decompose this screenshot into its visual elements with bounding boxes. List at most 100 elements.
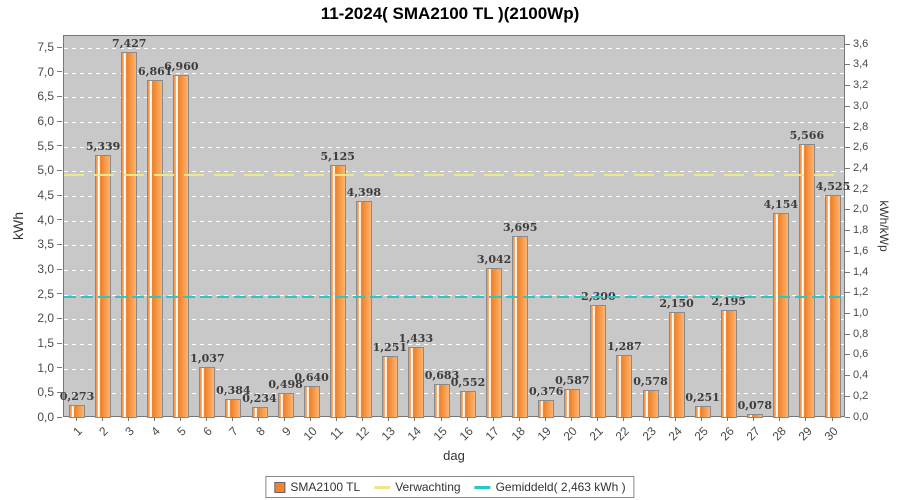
left-axis-tick xyxy=(57,317,62,319)
left-axis-tick-label: 0,0 xyxy=(37,410,54,424)
x-axis-tick xyxy=(362,417,364,421)
right-axis-tick-label: 0,2 xyxy=(853,389,869,402)
x-axis-tick xyxy=(675,417,677,421)
left-axis-tick xyxy=(57,95,62,97)
left-axis-tick-label: 3,5 xyxy=(37,237,54,252)
right-axis-tick-label: 3,2 xyxy=(853,79,869,92)
gridline xyxy=(64,368,844,370)
x-axis-tick xyxy=(231,417,233,421)
bar-value-label: 0,578 xyxy=(633,374,668,388)
x-axis-tick xyxy=(831,417,833,421)
legend-item: Verwachting xyxy=(374,480,461,494)
gridline xyxy=(64,270,844,271)
x-axis-tick xyxy=(701,417,703,421)
x-axis-tick xyxy=(153,417,155,421)
bar xyxy=(616,354,633,418)
bar xyxy=(746,414,763,418)
right-axis-tick xyxy=(845,147,850,149)
bar xyxy=(825,194,841,418)
x-axis-tick xyxy=(310,417,312,421)
bar xyxy=(486,268,503,418)
bar xyxy=(173,74,190,418)
left-axis-tick-label: 7,0 xyxy=(37,64,54,79)
right-axis-tick xyxy=(845,188,850,190)
right-axis-tick xyxy=(845,230,850,232)
left-axis-tick xyxy=(57,293,62,295)
bar-value-label: 2,150 xyxy=(659,297,694,310)
right-axis-tick xyxy=(845,312,850,314)
right-axis-tick xyxy=(845,395,850,397)
x-axis-tick xyxy=(518,417,520,421)
gridline xyxy=(64,97,844,99)
legend-label: SMA2100 TL xyxy=(290,480,361,494)
right-axis-tick xyxy=(845,167,850,169)
right-axis-tick xyxy=(845,105,850,107)
bar xyxy=(407,347,424,418)
bar-value-label: 0,384 xyxy=(216,384,251,398)
right-axis-tick-label: 0,6 xyxy=(853,348,869,361)
left-axis-tick-label: 5,5 xyxy=(37,138,54,153)
left-axis-tick xyxy=(57,243,62,245)
left-axis-tick xyxy=(57,391,62,393)
bar xyxy=(720,309,737,418)
x-axis-tick xyxy=(492,417,494,421)
bar-value-label: 0,234 xyxy=(242,391,277,405)
left-axis-tick-label: 3,0 xyxy=(37,262,54,276)
left-axis-tick-label: 2,5 xyxy=(37,286,54,301)
left-axis-tick xyxy=(57,145,62,147)
left-axis-tick-label: 6,5 xyxy=(37,89,54,104)
legend-item: Gemiddeld( 2,463 kWh ) xyxy=(474,480,626,494)
bar-value-label: 0,273 xyxy=(59,389,95,403)
verwachting-line xyxy=(64,173,844,176)
right-axis-tick-label: 1,8 xyxy=(853,224,869,237)
right-axis-tick-label: 0,4 xyxy=(853,369,869,382)
left-axis-tick xyxy=(57,367,62,369)
gridline xyxy=(64,319,844,321)
x-axis-tick xyxy=(466,417,468,421)
legend-item: SMA2100 TL xyxy=(274,480,360,494)
bar-value-label: 6,861 xyxy=(137,64,173,78)
right-axis-tick xyxy=(845,354,850,356)
gridline xyxy=(64,196,844,198)
gemiddeld-line xyxy=(64,295,844,298)
gridline xyxy=(64,171,844,173)
bar-value-label: 5,125 xyxy=(320,150,355,164)
bar xyxy=(69,404,85,418)
left-axis-tick-label: 4,5 xyxy=(37,188,54,203)
left-axis-tick-label: 5,0 xyxy=(37,163,54,178)
right-axis-tick xyxy=(845,416,850,418)
bar-value-label: 0,640 xyxy=(294,371,329,385)
bar-value-label: 4,398 xyxy=(346,186,382,200)
right-axis-tick-label: 3,4 xyxy=(853,58,869,71)
bar-value-label: 0,683 xyxy=(424,369,460,383)
bar-value-label: 0,587 xyxy=(555,374,590,387)
left-axis-tick-label: 1,5 xyxy=(37,336,54,350)
right-axis-tick xyxy=(845,43,850,45)
x-axis-tick xyxy=(258,417,259,421)
left-axis-tick xyxy=(57,71,62,73)
x-axis-tick xyxy=(805,417,807,421)
legend-label: Verwachting xyxy=(395,480,461,494)
right-axis-tick-label: 2,0 xyxy=(853,203,869,216)
bar-value-label: 7,427 xyxy=(111,36,147,50)
legend-square-swatch xyxy=(274,481,286,493)
bar xyxy=(303,386,320,418)
bar-value-label: 5,339 xyxy=(85,139,121,153)
left-axis-tick xyxy=(57,342,62,344)
right-axis-tick xyxy=(845,250,850,252)
bar xyxy=(329,165,346,418)
x-axis-tick xyxy=(75,417,77,421)
gridline xyxy=(64,294,844,296)
right-axis-tick-label: 2,6 xyxy=(853,141,869,154)
right-axis-tick-label: 0,0 xyxy=(853,410,869,423)
legend-line-swatch xyxy=(374,485,391,489)
bar-value-label: 1,251 xyxy=(372,341,408,355)
left-axis-tick xyxy=(57,219,62,221)
left-axis-tick xyxy=(57,46,62,48)
bar xyxy=(642,389,659,418)
bar xyxy=(147,79,164,418)
bar xyxy=(251,406,268,418)
bar xyxy=(355,201,372,418)
left-axis-tick-label: 2,0 xyxy=(37,311,54,326)
right-axis-tick xyxy=(845,126,850,128)
